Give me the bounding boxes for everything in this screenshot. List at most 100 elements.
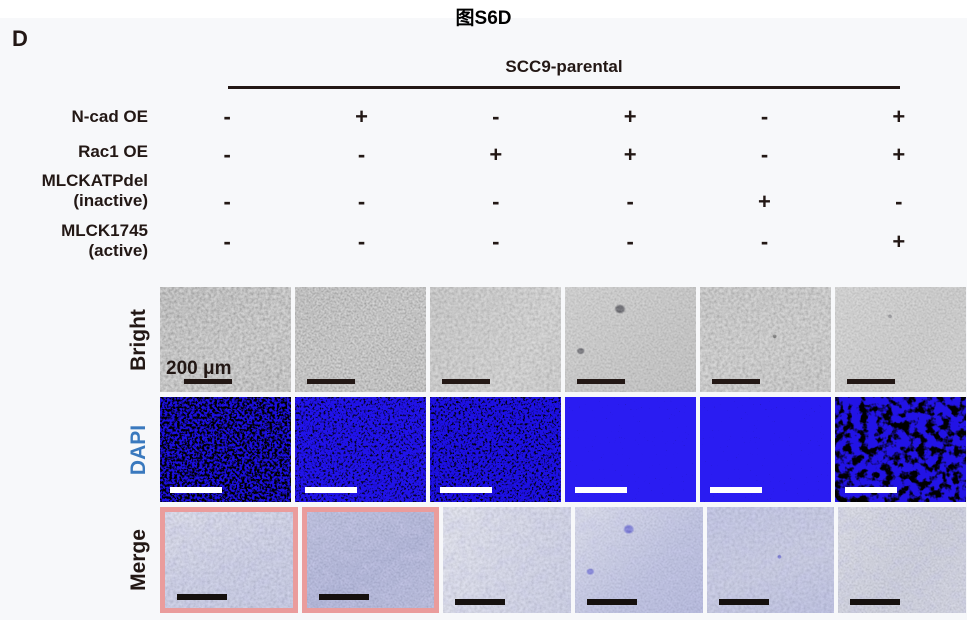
condition-values-rac1-oe: - - + + - +	[160, 142, 966, 168]
condition-label-mlckatpdel: MLCKATPdel (inactive)	[0, 171, 148, 211]
micrograph-merge-col1-highlighted	[160, 507, 298, 613]
condition-value: -	[223, 189, 231, 214]
condition-value: -	[626, 189, 634, 214]
condition-label-text: Rac1 OE	[78, 142, 148, 161]
condition-value: +	[758, 189, 771, 214]
micrograph-bright-col1: 200 μm	[160, 287, 291, 392]
micrograph-texture	[838, 507, 967, 613]
micrograph-bright-col5	[700, 287, 831, 392]
condition-value: +	[355, 104, 368, 129]
scale-bar	[177, 594, 227, 600]
micrograph-texture	[835, 287, 966, 392]
condition-value: -	[895, 189, 903, 214]
condition-label-text: MLCK1745	[61, 221, 148, 240]
condition-value: +	[892, 104, 906, 129]
row-label-text: DAPI	[127, 424, 150, 475]
micrograph-merge-col3	[443, 507, 572, 613]
condition-label-subtext: (active)	[88, 241, 148, 260]
scale-bar	[307, 379, 355, 384]
row-label-dapi: DAPI	[120, 397, 158, 502]
micrograph-texture	[160, 287, 291, 392]
condition-value: -	[760, 229, 769, 254]
micrograph-bright-col6	[835, 287, 966, 392]
condition-value: -	[223, 229, 231, 254]
scale-bar	[587, 599, 638, 605]
condition-value: -	[760, 142, 769, 167]
micrograph-texture	[706, 507, 835, 613]
scale-bar	[318, 594, 369, 600]
scale-bar	[710, 487, 762, 493]
micrograph-texture	[700, 397, 831, 502]
condition-value: +	[892, 229, 906, 254]
condition-label-ncad-oe: N-cad OE	[0, 107, 148, 127]
micrograph-texture	[430, 287, 561, 392]
micrograph-texture	[160, 397, 291, 502]
micrograph-texture	[430, 397, 561, 502]
scale-bar	[442, 379, 490, 384]
micrograph-texture	[835, 397, 966, 502]
micrograph-bright-col2	[295, 287, 426, 392]
micrograph-texture	[295, 287, 426, 392]
micrograph-dapi-col5	[700, 397, 831, 502]
bright-image-row: 200 μm	[160, 287, 966, 392]
condition-value: +	[623, 142, 637, 167]
condition-value: +	[892, 142, 906, 167]
condition-value: -	[492, 104, 500, 129]
condition-value: -	[492, 229, 500, 254]
micrograph-dapi-col2	[295, 397, 426, 502]
merge-image-row	[160, 507, 967, 613]
micrograph-texture	[565, 397, 696, 502]
scale-bar	[455, 599, 506, 605]
row-label-text: Bright	[127, 308, 151, 371]
micrograph-merge-col4	[575, 507, 703, 613]
scale-bar	[712, 379, 760, 384]
micrograph-texture	[700, 287, 831, 392]
scale-bar	[718, 599, 769, 605]
condition-values-mlck1745: - - - - - +	[160, 229, 966, 255]
cell-line-header: SCC9-parental	[505, 57, 623, 76]
condition-value: -	[223, 104, 231, 129]
micrograph-dapi-col3	[430, 397, 561, 502]
micrograph-dapi-col6	[835, 397, 966, 502]
micrograph-dapi-col1	[160, 397, 291, 502]
scale-bar	[850, 599, 901, 605]
micrograph-texture	[165, 512, 293, 608]
scale-bar	[305, 487, 357, 493]
condition-label-subtext: (inactive)	[73, 191, 148, 210]
micrograph-dapi-col4	[565, 397, 696, 502]
condition-value: -	[223, 142, 231, 167]
condition-value: -	[760, 104, 769, 129]
condition-label-text: MLCKATPdel	[41, 171, 148, 190]
condition-value: -	[357, 229, 366, 254]
row-label-bright: Bright	[120, 287, 158, 392]
micrograph-bright-col3	[430, 287, 561, 392]
row-label-text: Merge	[127, 529, 151, 591]
scale-bar-label: 200 μm	[166, 358, 232, 379]
panel-letter: D	[12, 26, 28, 51]
scale-bar	[847, 379, 895, 384]
micrograph-texture	[443, 507, 572, 613]
micrograph-texture	[575, 507, 703, 613]
header-underline	[228, 86, 900, 89]
condition-label-mlck1745: MLCK1745 (active)	[0, 221, 148, 261]
figure-title: 图S6D	[455, 8, 512, 29]
micrograph-texture	[565, 287, 696, 392]
scale-bar	[184, 379, 232, 384]
condition-value: -	[357, 189, 366, 214]
condition-label-rac1-oe: Rac1 OE	[0, 142, 148, 162]
scale-bar	[575, 487, 627, 493]
condition-values-ncad-oe: - + - + - +	[160, 104, 966, 130]
micrograph-merge-col6	[838, 507, 967, 613]
micrograph-merge-col5	[706, 507, 835, 613]
scale-bar	[845, 487, 897, 493]
condition-value: +	[489, 142, 503, 167]
condition-value: -	[357, 142, 366, 167]
micrograph-bright-col4	[565, 287, 696, 392]
condition-values-mlckatpdel: - - - - + -	[160, 189, 966, 215]
micrograph-texture	[295, 397, 426, 502]
micrograph-texture	[306, 512, 435, 608]
scale-bar	[577, 379, 625, 384]
condition-label-text: N-cad OE	[71, 107, 148, 126]
condition-value: -	[492, 189, 500, 214]
